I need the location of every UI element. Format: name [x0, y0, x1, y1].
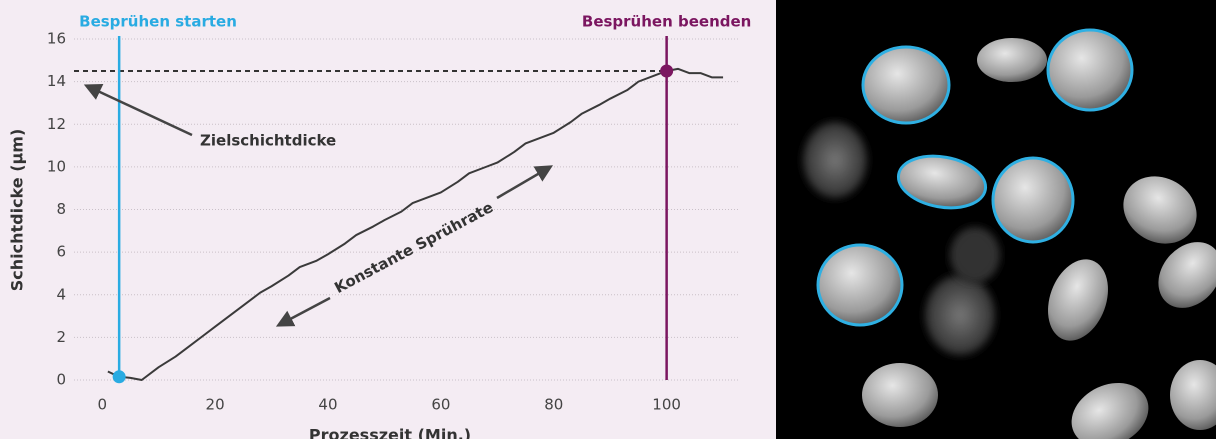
x-tick-label: 60: [431, 396, 450, 414]
x-axis-title: Prozesszeit (Min.): [309, 426, 471, 440]
y-tick-label: 8: [56, 200, 66, 218]
x-tick-label: 20: [206, 396, 225, 414]
y-tick-label: 14: [47, 72, 66, 90]
end-marker: [660, 64, 673, 77]
x-tick-label: 40: [318, 396, 337, 414]
y-tick-label: 10: [47, 157, 66, 175]
x-tick-label: 80: [544, 396, 563, 414]
y-axis-title: Schichtdicke (µm): [8, 129, 27, 292]
x-tick-label: 0: [97, 396, 107, 414]
y-tick-label: 16: [47, 30, 66, 48]
start-label: Besprühen starten: [79, 13, 237, 31]
y-tick-label: 0: [56, 371, 66, 389]
y-tick-label: 6: [56, 243, 66, 261]
end-label: Besprühen beenden: [582, 13, 751, 31]
start-marker: [113, 370, 126, 383]
y-tick-label: 2: [56, 328, 66, 346]
figure: Zielschichtdicke Konstante Sprührate Sch…: [0, 0, 1216, 439]
y-tick-label: 4: [56, 285, 66, 303]
target-label: Zielschichtdicke: [200, 132, 336, 150]
y-tick-label: 12: [47, 115, 66, 133]
tablet-photo: [776, 0, 1216, 439]
x-tick-label: 100: [652, 396, 681, 414]
